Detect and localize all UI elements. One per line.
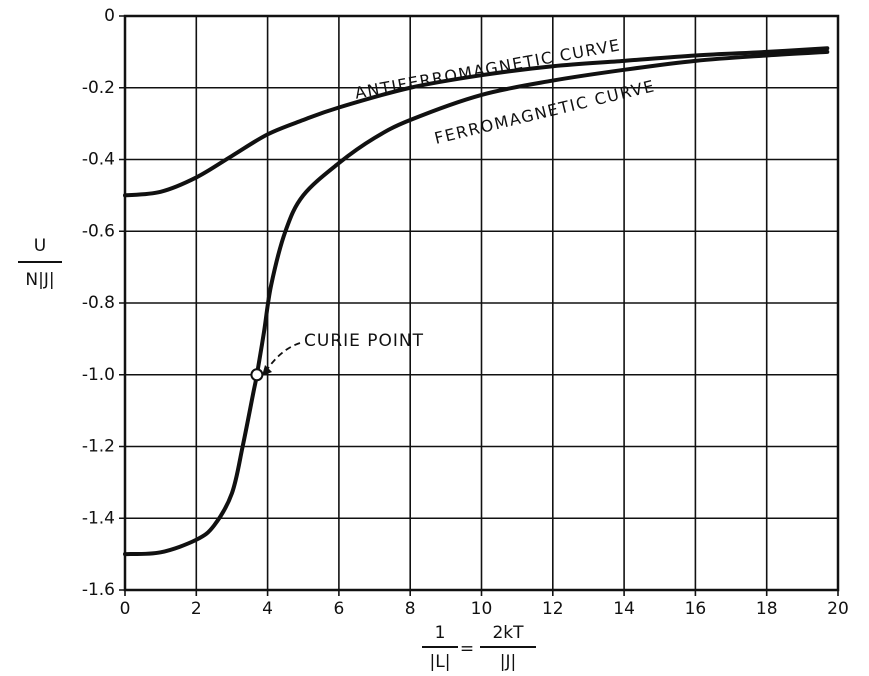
y-tick-label: -0.2 — [82, 78, 115, 98]
plot-frame — [123, 14, 840, 592]
line-series — [123, 46, 830, 198]
x-tick-label: 10 — [471, 599, 493, 619]
line-series — [123, 49, 830, 557]
x-tick-label: 20 — [827, 599, 849, 619]
x-label-numerator: 2kT — [492, 623, 524, 643]
annotation-text: CURIE POINT — [304, 331, 424, 351]
x-tick-label: 14 — [613, 599, 635, 619]
y-tick-label: -0.6 — [82, 221, 115, 241]
x-tick-label: 0 — [120, 599, 131, 619]
x-label-denominator: |L| — [430, 652, 451, 672]
x-tick-label: 18 — [756, 599, 778, 619]
x-label-denominator: |J| — [500, 652, 516, 672]
y-tick-label: -0.8 — [82, 293, 115, 313]
annotation-arrow — [265, 342, 301, 372]
y-label-numerator: U — [34, 236, 46, 256]
x-label-numerator: 1 — [435, 623, 446, 643]
y-tick-label: 0 — [104, 6, 115, 26]
x-tick-label: 16 — [685, 599, 707, 619]
y-label-denominator: N|J| — [25, 270, 54, 290]
x-tick-label: 6 — [333, 599, 344, 619]
y-tick-label: -0.4 — [82, 150, 115, 170]
y-tick-label: -1.4 — [82, 508, 115, 528]
x-tick-label: 4 — [262, 599, 273, 619]
y-tick-label: -1.0 — [82, 365, 115, 385]
y-tick-label: -1.6 — [82, 580, 115, 600]
x-tick-label: 12 — [542, 599, 564, 619]
y-tick-label: -1.2 — [82, 437, 115, 457]
x-label-equals: = — [460, 639, 474, 659]
x-tick-label: 8 — [405, 599, 416, 619]
curie-point — [250, 368, 264, 382]
x-tick-label: 2 — [191, 599, 202, 619]
